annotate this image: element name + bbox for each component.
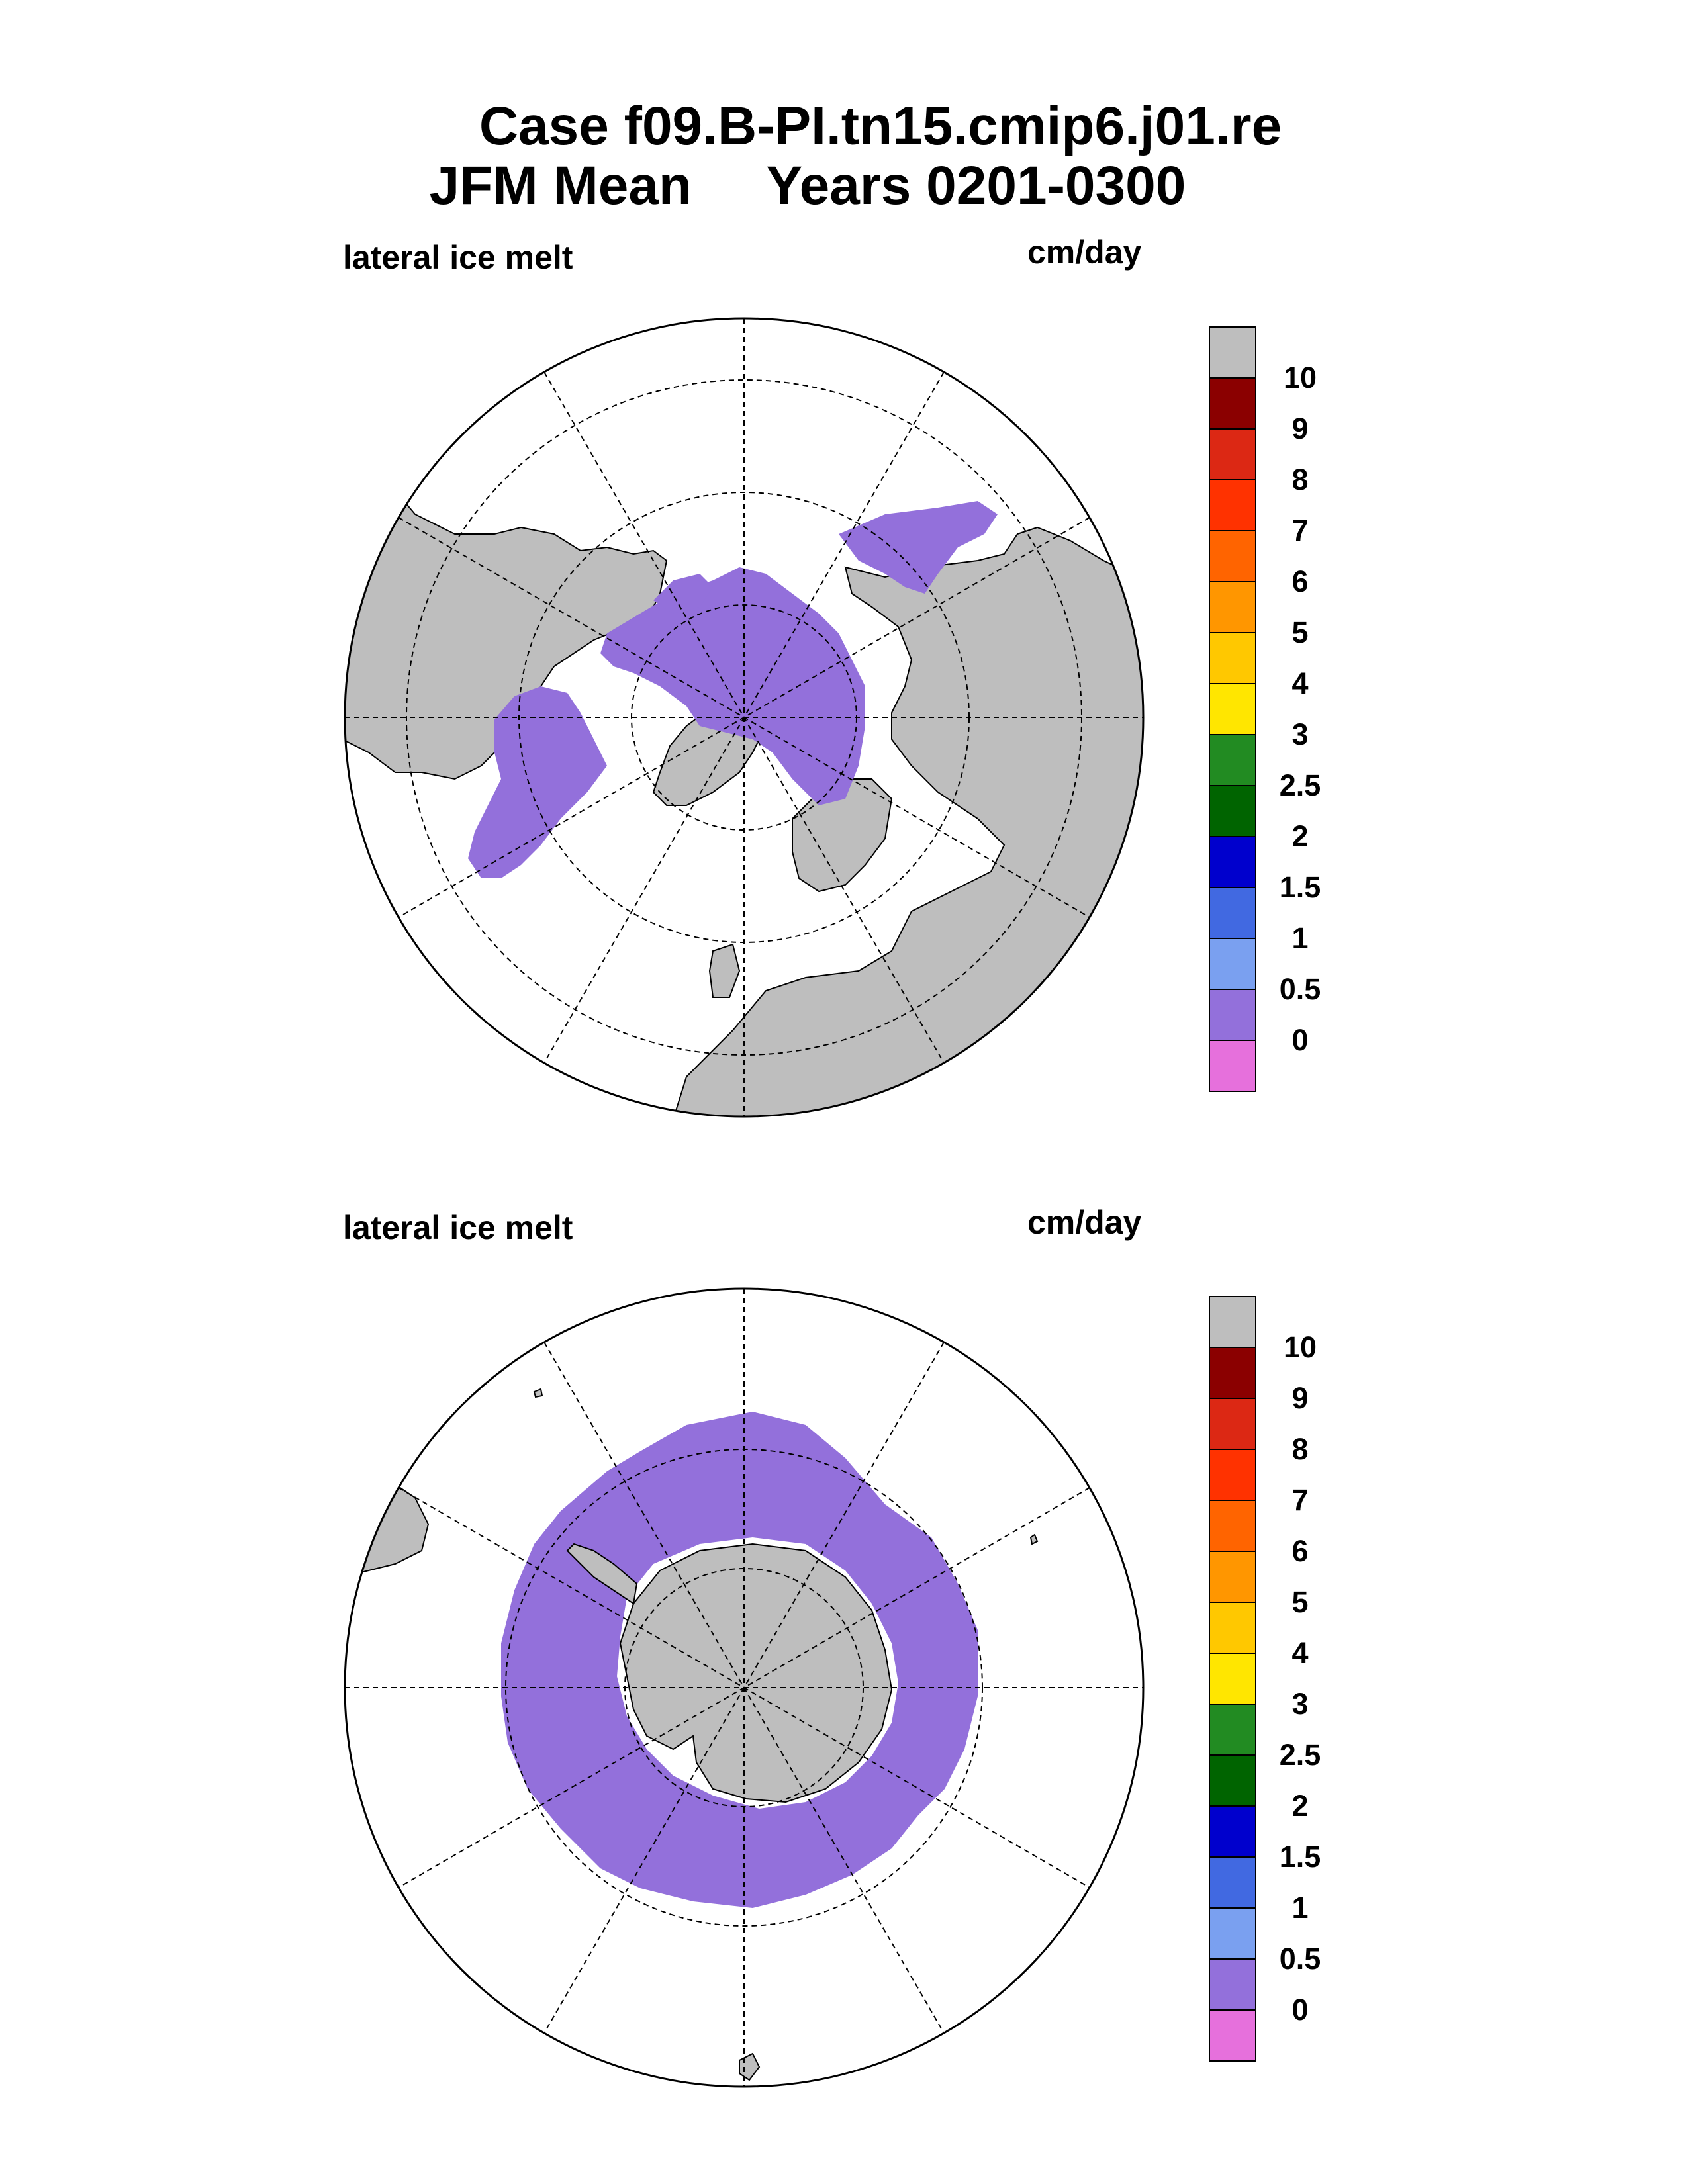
- colorbar-tick-label: 0.5: [1279, 972, 1321, 1006]
- colorbar-swatch: [1209, 1040, 1256, 1092]
- colorbar-tick-label: 1: [1291, 1891, 1309, 1925]
- colorbar-swatch: [1209, 1296, 1256, 1348]
- colorbar-tick-label: 5: [1291, 1585, 1309, 1619]
- colorbar-swatch: [1209, 326, 1256, 379]
- colorbar-tick-label: 6: [1291, 565, 1309, 598]
- antarctic-map: [344, 1287, 1145, 2088]
- colorbar-swatch: [1209, 1907, 1256, 1960]
- barents-ice-melt-region: [839, 501, 998, 594]
- colorbar-tick-label: 1.5: [1279, 870, 1321, 904]
- colorbar-swatch: [1209, 938, 1256, 990]
- colorbar-swatch: [1209, 1805, 1256, 1858]
- colorbar-swatch: [1209, 1653, 1256, 1705]
- colorbar-tick-label: 10: [1283, 361, 1317, 394]
- colorbar-swatch: [1209, 683, 1256, 735]
- colorbar-tick-label: 10: [1283, 1330, 1317, 1364]
- colorbar-swatch: [1209, 734, 1256, 786]
- colorbar-tick-label: 2.5: [1279, 768, 1321, 802]
- colorbar-tick-label: 9: [1291, 412, 1309, 445]
- baffin-ice-melt-region: [468, 686, 607, 878]
- colorbar-tick-label: 6: [1291, 1534, 1309, 1568]
- colorbar-swatch: [1209, 479, 1256, 531]
- colorbar-swatch: [1209, 836, 1256, 888]
- colorbar-swatch: [1209, 887, 1256, 939]
- panel1-variable-label: lateral ice melt: [343, 239, 573, 276]
- colorbar-swatch: [1209, 1347, 1256, 1399]
- colorbar-swatch: [1209, 1551, 1256, 1603]
- panel2-variable-label: lateral ice melt: [343, 1209, 573, 1246]
- colorbar-tick-label: 2: [1291, 819, 1309, 853]
- antarctica-landmass: [619, 1543, 893, 1803]
- colorbar-tick-label: 7: [1291, 1483, 1309, 1517]
- colorbar-tick-label: 5: [1291, 615, 1309, 649]
- colorbar-swatch: [1209, 2009, 1256, 2062]
- island-landmass: [1029, 1533, 1039, 1545]
- colorbar-swatch: [1209, 785, 1256, 837]
- antarctic-peninsula-landmass: [566, 1543, 638, 1605]
- colorbar-swatch: [1209, 1398, 1256, 1450]
- colorbar-swatch: [1209, 530, 1256, 582]
- arctic-map: [344, 317, 1145, 1118]
- colorbar-swatch: [1209, 1449, 1256, 1501]
- panel1-units-label: cm/day: [1027, 234, 1142, 271]
- bering-ice-melt-region: [653, 574, 713, 614]
- colorbar-swatch: [1209, 1602, 1256, 1654]
- colorbar-tick-label: 9: [1291, 1381, 1309, 1415]
- colorbar-swatch: [1209, 1754, 1256, 1807]
- british-isles-landmass: [708, 943, 741, 998]
- plot-title-line2: JFM Mean Years 0201-0300: [429, 156, 1186, 216]
- plot-title-line1: Case f09.B-PI.tn15.cmip6.j01.re: [479, 96, 1282, 156]
- arctic-ice-melt-region: [600, 567, 865, 805]
- colorbar-swatch: [1209, 1856, 1256, 1909]
- colorbar-tick-label: 1: [1291, 921, 1309, 955]
- panel2-colorbar: 10 9 8 7 6 5 4 3 2.5 2 1.5 1 0.5 0: [1209, 1296, 1321, 2080]
- colorbar-tick-label: 0: [1291, 1993, 1309, 2026]
- colorbar-tick-label: 2.5: [1279, 1738, 1321, 1772]
- colorbar-swatch: [1209, 377, 1256, 430]
- colorbar-tick-label: 4: [1291, 666, 1309, 700]
- colorbar-tick-label: 1.5: [1279, 1840, 1321, 1874]
- colorbar-tick-label: 2: [1291, 1789, 1309, 1823]
- colorbar-tick-label: 8: [1291, 463, 1309, 496]
- colorbar-swatch: [1209, 1704, 1256, 1756]
- colorbar-tick-label: 8: [1291, 1432, 1309, 1466]
- colorbar-tick-label: 7: [1291, 514, 1309, 547]
- colorbar-tick-label: 3: [1291, 717, 1309, 751]
- colorbar-swatch: [1209, 428, 1256, 480]
- colorbar-tick-label: 3: [1291, 1687, 1309, 1721]
- colorbar-tick-label: 0.5: [1279, 1942, 1321, 1976]
- colorbar-swatch: [1209, 1500, 1256, 1552]
- colorbar-swatch: [1209, 989, 1256, 1041]
- antarctic-ice-melt-region: [501, 1412, 978, 1908]
- island-landmass: [533, 1388, 543, 1398]
- panel1-colorbar: 10 9 8 7 6 5 4 3 2.5 2 1.5 1 0.5 0: [1209, 326, 1321, 1111]
- eurasia-landmass: [672, 526, 1143, 1116]
- colorbar-tick-label: 4: [1291, 1636, 1309, 1670]
- colorbar-swatch: [1209, 632, 1256, 684]
- colorbar-swatch: [1209, 1958, 1256, 2011]
- panel2-units-label: cm/day: [1027, 1204, 1142, 1241]
- colorbar-swatch: [1209, 581, 1256, 633]
- colorbar-tick-label: 0: [1291, 1023, 1309, 1057]
